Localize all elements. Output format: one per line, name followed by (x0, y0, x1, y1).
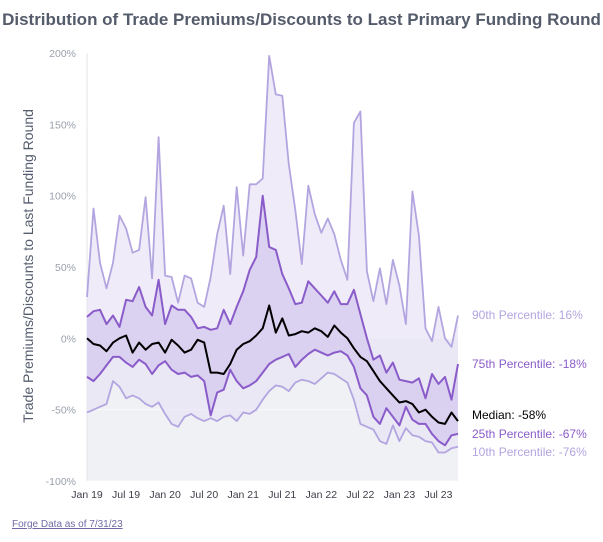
p75-line (86, 194, 459, 401)
p10-line (86, 371, 459, 454)
y-tick-label: 200% (49, 48, 76, 60)
source-link[interactable]: Forge Data as of 7/31/23 (12, 519, 123, 530)
x-tick-label: Jul 22 (346, 489, 374, 501)
y-tick-label: -50% (51, 405, 76, 417)
y-tick-label: 100% (49, 191, 76, 203)
y-axis-label: Trade Premiums/Discounts to Last Funding… (20, 109, 36, 423)
x-tick-label: Jul 20 (190, 489, 218, 501)
p90-line (86, 55, 459, 348)
x-tick-label: Jul 19 (112, 489, 140, 501)
x-tick-label: Jan 22 (306, 489, 338, 501)
p25-end-label: 25th Percentile: -67% (472, 427, 587, 441)
x-tick-label: Jul 21 (268, 489, 296, 501)
x-tick-label: Jan 19 (71, 489, 103, 501)
x-tick-label: Jul 23 (424, 489, 452, 501)
p25-line (86, 348, 459, 447)
p75-end-label: 75th Percentile: -18% (472, 357, 587, 371)
x-tick-label: Jan 21 (227, 489, 259, 501)
chart-title: Distribution of Trade Premiums/Discounts… (2, 10, 601, 29)
p10-end-label: 10th Percentile: -76% (472, 445, 587, 459)
y-tick-label: 150% (49, 119, 76, 131)
y-tick-label: 50% (55, 262, 76, 274)
median-end-label: Median: -58% (472, 408, 546, 422)
median-line (86, 304, 459, 425)
y-tick-label: -100% (46, 476, 76, 488)
x-tick-label: Jan 23 (384, 489, 416, 501)
x-tick-label: Jan 20 (149, 489, 181, 501)
y-tick-label: 0% (61, 333, 76, 345)
p90-end-label: 90th Percentile: 16% (472, 308, 583, 322)
